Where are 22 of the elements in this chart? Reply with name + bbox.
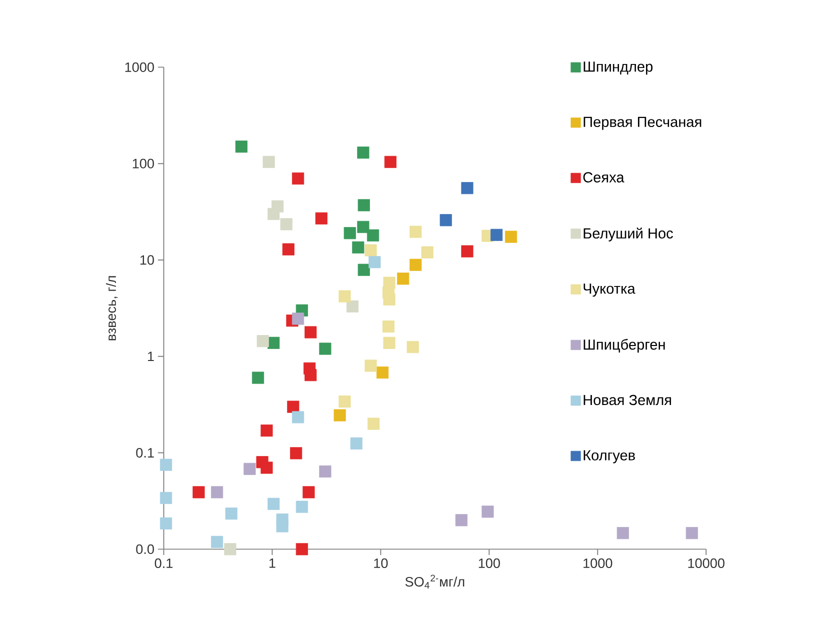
y-axis-title: взвесь, г/л (106, 276, 118, 340)
x-tick-label: 10000 (688, 558, 724, 568)
x-tick-label: 1000 (584, 558, 612, 568)
y-tick-label: 10 (140, 255, 154, 265)
legend-label: Белуший Нос (584, 228, 673, 242)
legend-label: Колгуев (584, 450, 635, 464)
x-tick-label: 100 (478, 558, 500, 568)
legend-label: Сеяха (583, 172, 624, 182)
x-tick-label: 10 (374, 558, 388, 568)
legend-label: Новая Земля (584, 394, 671, 406)
legend-label: Шпиндлер (584, 62, 653, 75)
y-tick-label: 0.0 (136, 544, 154, 554)
y-tick-label: 0.1 (136, 448, 154, 458)
x-tick-label: 1 (269, 558, 276, 568)
x-axis-title: SO$_{4}$$^{2-}$мг/л (405, 574, 464, 589)
y-tick-label: 100 (132, 158, 154, 168)
legend-label: Первая Песчаная (584, 116, 702, 130)
x-tick-label: 0.1 (154, 558, 173, 568)
legend-label: Шпицберген (584, 338, 665, 353)
legend-label: Чукотка (584, 284, 636, 297)
y-tick-label: 1000 (125, 62, 154, 72)
y-tick-label: 1 (148, 352, 154, 362)
